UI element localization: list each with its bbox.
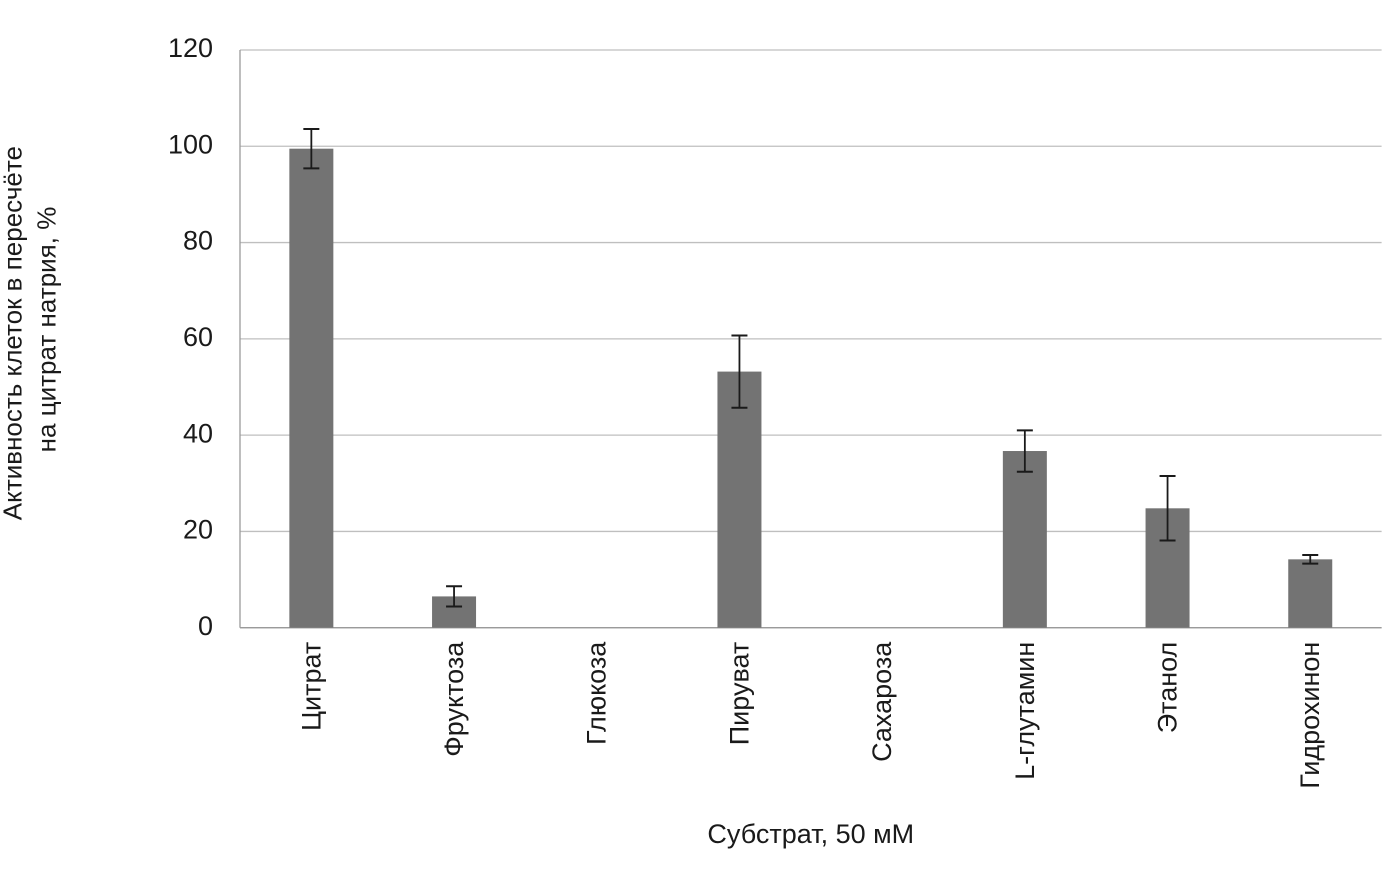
svg-text:80: 80	[183, 226, 213, 256]
svg-text:L-глутамин: L-глутамин	[1010, 642, 1040, 780]
svg-text:Активность клеток в пересчёте: Активность клеток в пересчёте на цитрат …	[0, 139, 62, 520]
svg-text:0: 0	[198, 611, 213, 641]
svg-text:Цитрат: Цитрат	[296, 642, 326, 731]
svg-text:Гидрохинон: Гидрохинон	[1295, 642, 1325, 789]
svg-text:Субстрат, 50 мМ: Субстрат, 50 мМ	[707, 819, 914, 849]
svg-text:Глюкоза: Глюкоза	[582, 641, 612, 745]
svg-text:Сахароза: Сахароза	[867, 641, 897, 762]
svg-text:60: 60	[183, 322, 213, 352]
svg-text:40: 40	[183, 418, 213, 448]
svg-text:Этанол: Этанол	[1153, 642, 1183, 734]
svg-text:Фруктоза: Фруктоза	[439, 641, 469, 757]
svg-text:20: 20	[183, 515, 213, 545]
svg-text:120: 120	[168, 33, 213, 63]
svg-text:Пируват: Пируват	[724, 642, 754, 746]
svg-text:100: 100	[168, 129, 213, 159]
